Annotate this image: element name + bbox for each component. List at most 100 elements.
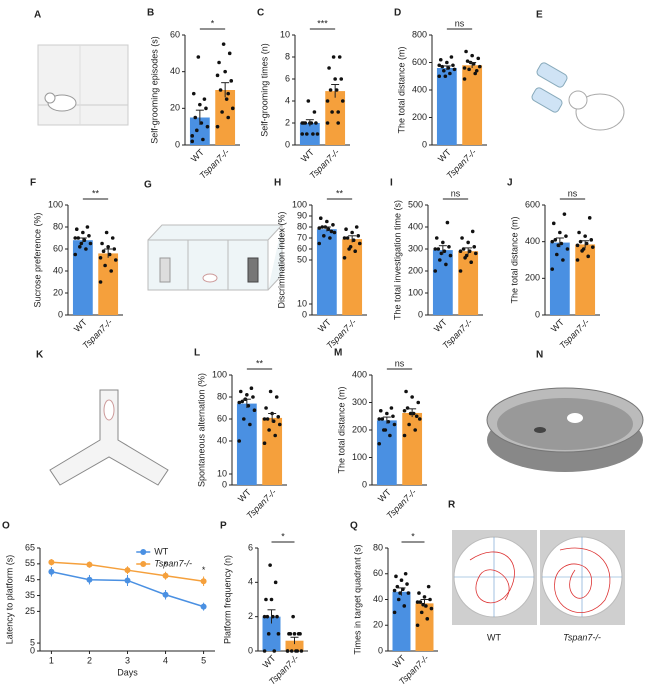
- data-point: [85, 225, 90, 229]
- data-point: [407, 422, 411, 427]
- bar: [376, 420, 397, 485]
- data-point: [73, 236, 78, 240]
- legend-marker: [140, 549, 147, 555]
- data-point: [190, 134, 195, 138]
- annotation: *: [164, 560, 168, 570]
- data-point: [429, 606, 434, 611]
- data-point: [417, 591, 421, 595]
- y-tick-label: 65: [25, 542, 35, 552]
- data-point: [201, 137, 205, 142]
- bar: [462, 65, 483, 145]
- data-point: [445, 220, 450, 225]
- data-point: [406, 591, 411, 595]
- significance-label: ***: [317, 18, 328, 28]
- y-tick-label: 10: [280, 29, 290, 39]
- y-tick-label: 0: [422, 139, 427, 149]
- significance-label: *: [211, 18, 215, 28]
- data-point: [583, 234, 587, 238]
- data-point: [449, 55, 454, 59]
- data-point: [262, 649, 267, 653]
- data-point: [276, 632, 281, 636]
- data-point: [342, 255, 347, 260]
- data-point: [269, 597, 274, 602]
- figure-label: WT: [487, 632, 501, 642]
- data-point: [306, 99, 311, 103]
- x-axis-label: Days: [117, 667, 138, 677]
- data-point: [443, 74, 448, 79]
- data-point: [193, 115, 198, 120]
- y-tick-label: 60: [170, 29, 180, 39]
- data-point: [584, 241, 589, 246]
- data-point: [452, 67, 457, 72]
- y-tick-label: 0: [302, 309, 307, 319]
- data-point: [292, 632, 297, 636]
- data-point: [408, 411, 413, 416]
- data-point: [226, 115, 230, 120]
- data-point: [581, 247, 586, 251]
- data-point: [396, 597, 401, 602]
- data-point: [98, 255, 103, 260]
- data-point: [285, 649, 290, 653]
- data-point: [84, 247, 88, 251]
- illustration-g: [147, 224, 284, 291]
- data-point: [215, 73, 220, 78]
- data-point: [200, 578, 207, 585]
- data-point: [404, 389, 408, 394]
- y-axis-label: Self-grooming episodes (s): [149, 36, 159, 144]
- data-point: [589, 238, 594, 242]
- data-point: [294, 649, 298, 653]
- y-tick-label: 200: [525, 273, 540, 283]
- data-point: [470, 53, 474, 58]
- illustration-k: [49, 389, 169, 486]
- bar: [236, 403, 257, 485]
- data-point: [245, 393, 249, 397]
- y-tick-label: 90: [297, 210, 307, 220]
- bar: [325, 91, 346, 145]
- y-tick-label: 8: [285, 51, 290, 61]
- data-point: [392, 422, 397, 427]
- bar: [342, 239, 363, 315]
- data-point: [555, 252, 559, 257]
- data-point: [402, 604, 407, 608]
- data-point: [337, 55, 342, 59]
- bar: [402, 412, 423, 485]
- data-point: [392, 588, 397, 593]
- data-point: [385, 411, 389, 416]
- data-point: [264, 597, 268, 602]
- bar: [415, 603, 434, 651]
- data-point: [391, 414, 395, 419]
- data-point: [251, 395, 255, 399]
- y-axis-label: The total distance (m): [396, 46, 406, 133]
- significance-label: **: [336, 188, 344, 198]
- y-tick-label: 0: [175, 139, 180, 149]
- data-point: [559, 241, 564, 246]
- data-point: [315, 132, 320, 136]
- panel-label: R: [448, 500, 456, 511]
- data-point: [474, 68, 479, 73]
- data-point: [205, 124, 210, 129]
- data-point: [262, 441, 267, 446]
- panel-label: L: [194, 348, 200, 359]
- y-axis-label: Times in target quadrant (s): [352, 544, 362, 654]
- data-point: [428, 597, 432, 602]
- x-tick-label: WT: [436, 147, 453, 164]
- data-point: [73, 252, 78, 257]
- data-point: [264, 406, 268, 410]
- data-point: [564, 234, 568, 238]
- y-tick-label: 0: [535, 309, 540, 319]
- y-tick-label: 5: [30, 637, 35, 647]
- data-point: [403, 571, 408, 576]
- y-axis-label: Latency to platform (s): [4, 555, 14, 645]
- data-point: [289, 649, 294, 653]
- x-tick-label: 3: [125, 655, 130, 665]
- data-point: [550, 267, 555, 271]
- x-tick-label: WT: [189, 147, 206, 164]
- data-point: [268, 563, 272, 567]
- y-tick-label: 400: [352, 369, 367, 379]
- data-point: [325, 99, 330, 103]
- data-point: [350, 230, 354, 235]
- data-point: [276, 415, 281, 419]
- data-point: [195, 128, 199, 133]
- data-point: [112, 247, 117, 251]
- data-point: [317, 226, 322, 230]
